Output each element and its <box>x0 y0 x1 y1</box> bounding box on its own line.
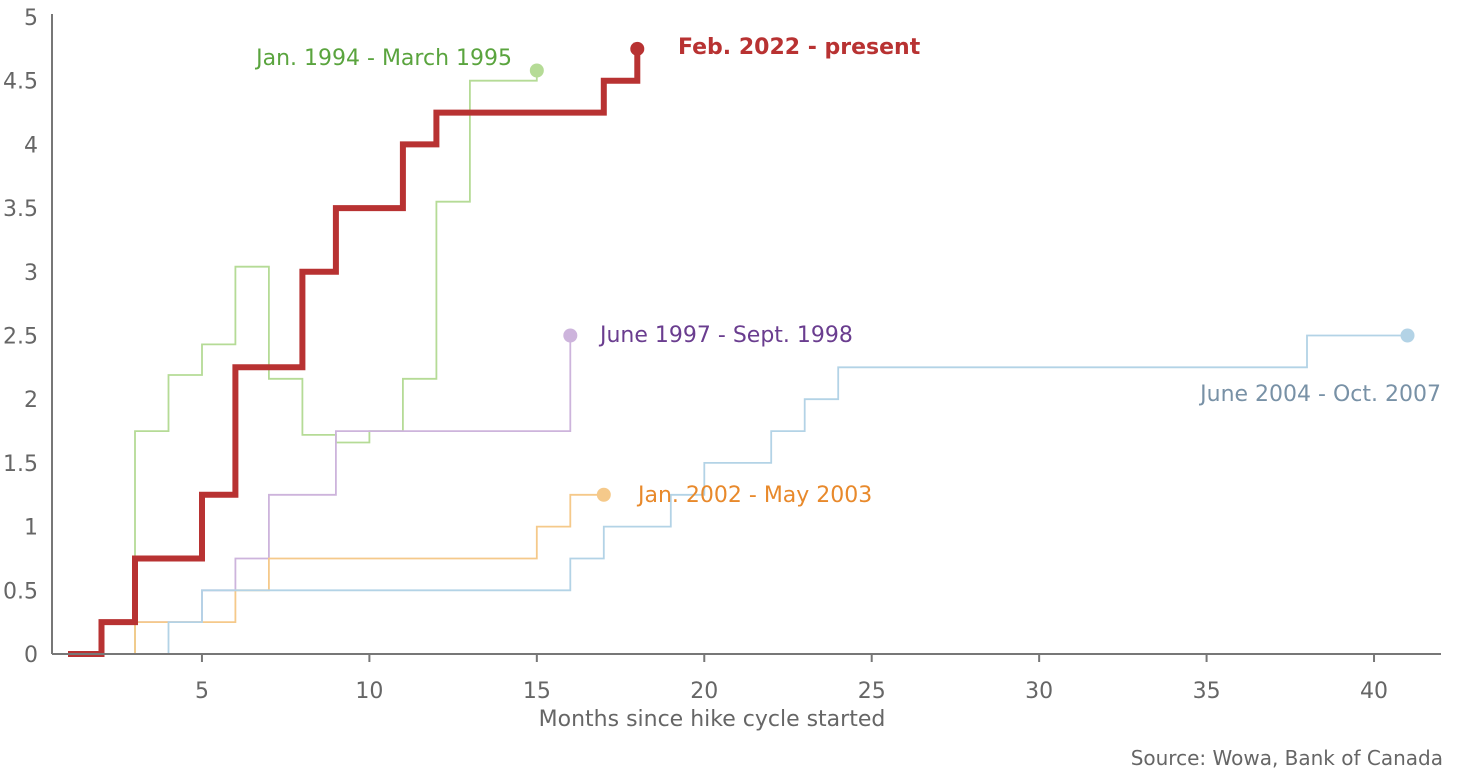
y-tick-label: 4.5 <box>3 70 38 95</box>
source-note: Source: Wowa, Bank of Canada <box>1131 746 1443 770</box>
x-tick-label: 5 <box>195 679 209 704</box>
y-tick-label: 2 <box>24 388 38 413</box>
series-label-2002: Jan. 2002 - May 2003 <box>636 483 872 508</box>
series-line-2004 <box>167 334 1408 654</box>
y-tick-label: 3 <box>24 261 38 286</box>
series-endpoint-2022 <box>630 41 645 56</box>
series-layer <box>68 41 1415 657</box>
series-label-1997: June 1997 - Sept. 1998 <box>598 323 853 348</box>
y-tick-label: 4 <box>24 133 38 158</box>
y-tick-label: 2.5 <box>3 325 38 350</box>
series-label-1994: Jan. 1994 - March 1995 <box>254 46 512 71</box>
series-label-2022: Feb. 2022 - present <box>678 35 921 60</box>
series-endpoint-1997 <box>563 328 578 343</box>
axes-layer: 0 0.5 1 1.5 2 2.5 3 3.5 4 4.5 5 5 10 15 20 25 30 35 40 <box>3 6 1441 704</box>
y-tick-label: 5 <box>24 6 38 31</box>
y-tick-label: 3.5 <box>3 197 38 222</box>
y-tick-label: 0.5 <box>3 579 38 604</box>
x-tick-label: 20 <box>690 679 718 704</box>
x-axis-title: Months since hike cycle started <box>539 707 886 732</box>
x-tick-label: 35 <box>1193 679 1221 704</box>
series-endpoint-2002 <box>596 487 611 502</box>
series-label-2004: June 2004 - Oct. 2007 <box>1198 382 1441 407</box>
series-line-1997 <box>68 335 572 655</box>
x-tick-label: 40 <box>1360 679 1388 704</box>
series-line-2022 <box>68 48 641 657</box>
series-endpoint-1994 <box>529 63 544 78</box>
y-tick-label: 1 <box>24 516 38 541</box>
series-line-1994 <box>134 70 538 654</box>
x-tick-label: 15 <box>523 679 551 704</box>
y-tick-label: 0 <box>24 643 38 668</box>
series-endpoint-2004 <box>1400 328 1415 343</box>
x-tick-label: 10 <box>355 679 383 704</box>
x-tick-label: 30 <box>1025 679 1053 704</box>
x-tick-label: 25 <box>858 679 886 704</box>
x-tick-labels: 5 10 15 20 25 30 35 40 <box>195 654 1388 704</box>
y-tick-labels: 0 0.5 1 1.5 2 2.5 3 3.5 4 4.5 5 <box>3 6 38 668</box>
series-line-2002 <box>134 493 604 654</box>
series-labels: Jan. 1994 - March 1995 June 1997 - Sept.… <box>254 35 1441 508</box>
y-tick-label: 1.5 <box>3 452 38 477</box>
